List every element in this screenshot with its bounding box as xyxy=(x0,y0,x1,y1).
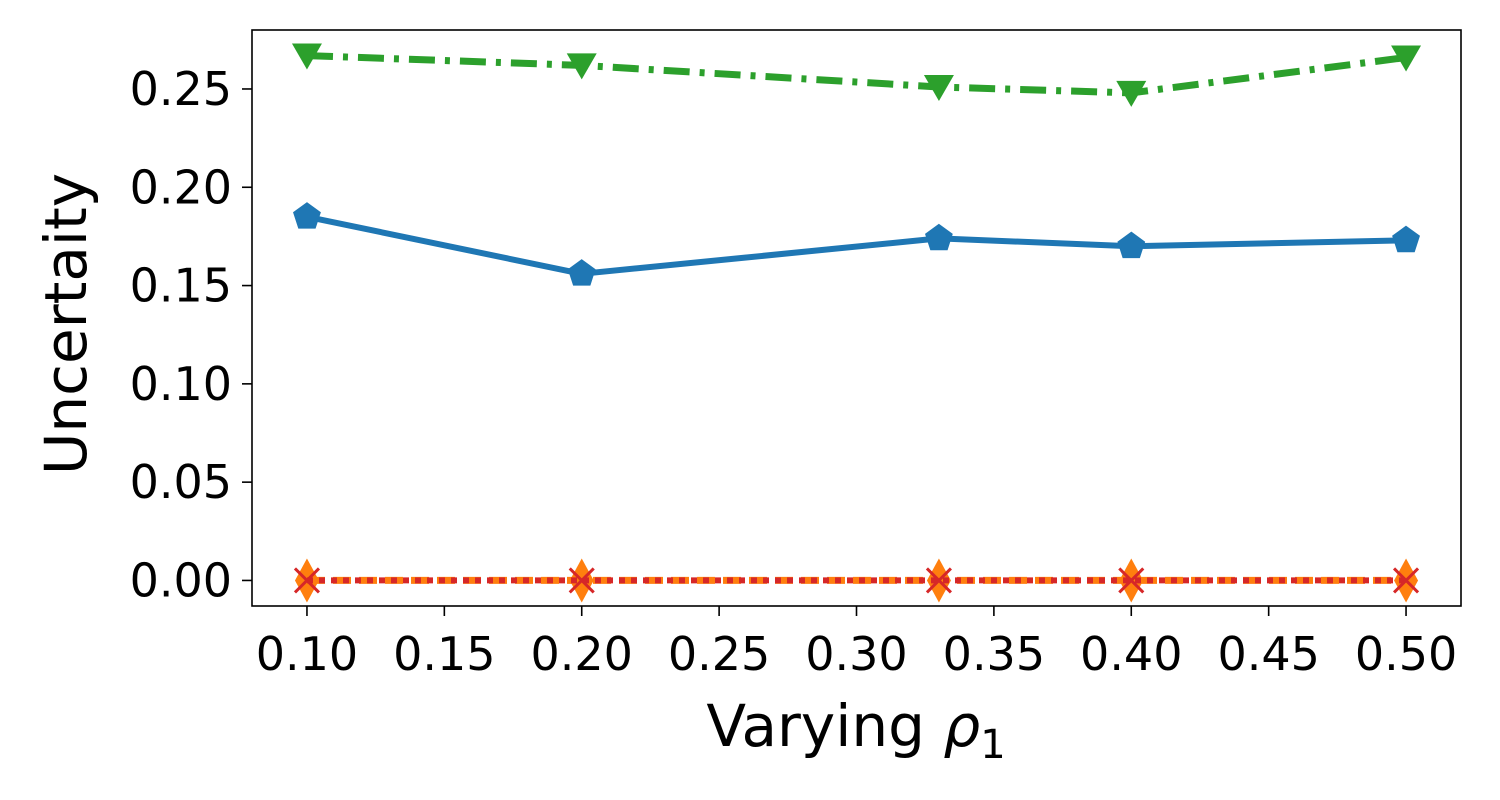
y-tick-label: 0.00 xyxy=(130,553,232,607)
series-marker xyxy=(925,567,952,594)
y-axis: 0.00 0.05 0.10 0.15 0.20 0.25 xyxy=(130,62,252,607)
y-axis-label: Uncertaity xyxy=(32,173,100,475)
series-marker xyxy=(293,567,321,594)
series-marker xyxy=(291,43,322,70)
series-marker xyxy=(1117,231,1146,259)
x-tick-label: 0.50 xyxy=(1355,627,1457,681)
x-axis-label-subscript: 1 xyxy=(980,722,1005,768)
x-axis-label-symbol: ρ xyxy=(943,692,980,760)
x-tick-label: 0.45 xyxy=(1217,627,1319,681)
y-tick-label: 0.05 xyxy=(130,455,232,509)
y-tick-label: 0.20 xyxy=(130,160,232,214)
x-tick-label: 0.35 xyxy=(943,627,1045,681)
x-axis-label-text: Varying xyxy=(706,692,943,760)
x-tick-label: 0.30 xyxy=(805,627,907,681)
series-marker xyxy=(1118,567,1145,594)
series-marker xyxy=(293,202,321,229)
x-tick-label: 0.40 xyxy=(1080,627,1182,681)
plot-area-frame xyxy=(251,29,1462,607)
x-axis-label: Varying ρ1 xyxy=(706,692,1005,768)
series-marker xyxy=(568,567,595,594)
series-marker xyxy=(925,223,953,251)
series-layer xyxy=(291,43,1422,603)
series-x xyxy=(293,567,1420,594)
series-marker xyxy=(567,259,596,286)
series-line xyxy=(306,213,1407,277)
series-line xyxy=(306,52,1407,97)
series-pentagon xyxy=(293,202,1420,286)
series-triangle-down xyxy=(291,43,1422,107)
x-tick-label: 0.20 xyxy=(531,627,633,681)
series-marker xyxy=(1391,45,1422,72)
series-marker xyxy=(566,53,597,80)
y-tick-label: 0.10 xyxy=(130,357,232,411)
series-marker xyxy=(1392,567,1420,594)
y-tick-label: 0.25 xyxy=(130,62,232,116)
series-marker xyxy=(1116,80,1147,107)
x-tick-label: 0.25 xyxy=(668,627,770,681)
series-marker xyxy=(923,75,954,102)
series-marker xyxy=(1392,225,1420,253)
y-tick-label: 0.15 xyxy=(130,259,232,313)
x-tick-label: 0.15 xyxy=(393,627,495,681)
x-axis: 0.10 0.15 0.20 0.25 0.30 0.35 0.40 0.45 0.50 xyxy=(256,606,1457,681)
x-tick-label: 0.10 xyxy=(256,627,358,681)
